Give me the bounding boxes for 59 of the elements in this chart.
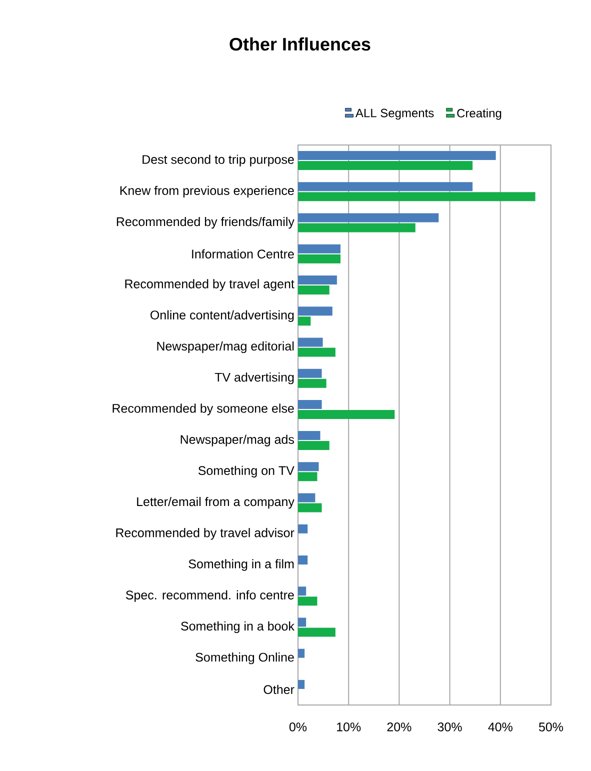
legend-label: ALL Segments: [355, 108, 434, 120]
bar: [298, 586, 306, 596]
x-tick-label: 50%: [538, 722, 564, 732]
bar: [298, 628, 336, 637]
bar: [298, 648, 305, 658]
bar: [298, 462, 319, 472]
bar: [298, 275, 337, 284]
bar: [298, 223, 416, 232]
bar: [298, 431, 320, 440]
y-tick-label: Recommended by friends/family: [116, 216, 294, 229]
bar: [298, 441, 330, 450]
bar: [298, 680, 305, 689]
bar: [298, 348, 336, 357]
y-tick-label: Recommended by travel advisor: [116, 528, 294, 540]
y-tick-label: Something in a book: [181, 621, 294, 634]
y-tick-label: Something on TV: [198, 466, 294, 478]
x-tick-label: 40%: [488, 722, 512, 732]
bar: [298, 306, 332, 316]
bar: [298, 555, 308, 564]
y-tick-label: TV advertising: [214, 372, 294, 384]
bar: [298, 286, 330, 294]
bar: [298, 618, 306, 627]
bar: [298, 244, 340, 254]
y-tick-label: Recommended by someone else: [112, 404, 294, 416]
bar: [298, 400, 322, 409]
bar: [298, 596, 318, 606]
y-tick-label: Other: [264, 684, 294, 694]
legend-label: Creating: [457, 108, 502, 120]
chart-title: Other Influences: [230, 37, 370, 51]
bar: [298, 503, 322, 512]
x-tick-label: 0%: [289, 722, 307, 732]
bar: [298, 378, 326, 388]
y-tick-label: Something Online: [196, 652, 294, 664]
y-tick-label: Spec. recommend. info centre: [126, 590, 294, 602]
x-tick-label: 20%: [387, 722, 412, 732]
bar: [298, 524, 308, 534]
y-tick-label: Something in a film: [188, 559, 294, 571]
bar: [298, 472, 318, 482]
y-tick-label: Newspaper/mag editorial: [157, 341, 294, 354]
y-tick-label: Knew from previous experience: [120, 186, 294, 198]
y-tick-label: Newspaper/mag ads: [180, 434, 294, 446]
y-tick-label: Information Centre: [192, 249, 294, 258]
bar: [298, 182, 473, 192]
y-tick-label: Dest second to trip purpose: [142, 154, 294, 166]
y-tick-label: Letter/email from a company: [137, 496, 294, 509]
y-tick-label: Online content/advertising: [150, 310, 294, 322]
bar: [298, 410, 395, 419]
x-tick-label: 10%: [337, 722, 361, 732]
bar: [298, 368, 322, 378]
bar: [298, 161, 473, 170]
bar: [298, 151, 496, 160]
bar: [298, 254, 340, 264]
y-tick-label: Recommended by travel agent: [125, 279, 294, 291]
bar: [298, 338, 323, 347]
x-tick-label: 30%: [438, 722, 462, 732]
bar: [298, 493, 316, 502]
bar: [298, 192, 536, 202]
bar: [298, 316, 311, 326]
bar: [298, 213, 439, 222]
